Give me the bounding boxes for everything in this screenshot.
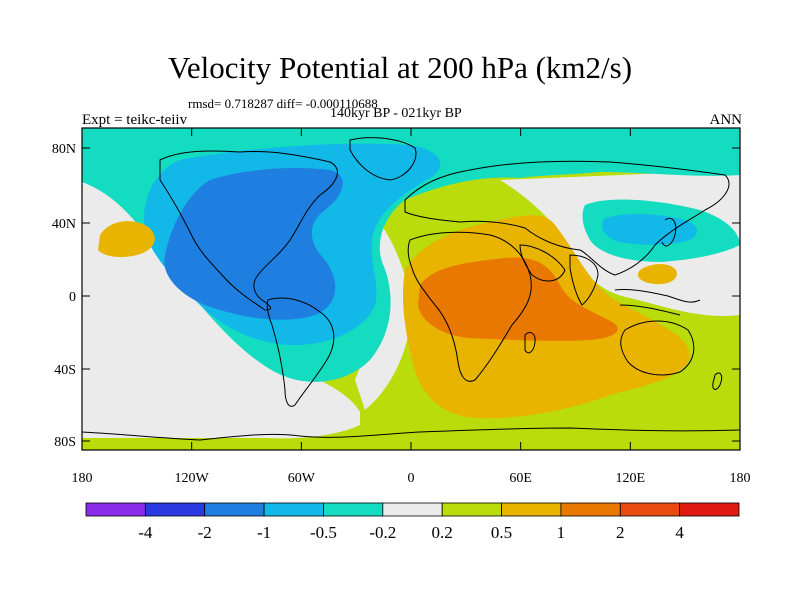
lat-tick-label: 0 xyxy=(69,290,76,305)
colorbar-label: 0.2 xyxy=(432,523,453,542)
colorbar-label: 1 xyxy=(557,523,566,542)
period-text: 140kyr BP - 021kyr BP xyxy=(330,106,462,121)
colorbar-segment xyxy=(679,502,740,517)
colorbar-segment xyxy=(263,502,324,517)
contour-fields xyxy=(82,128,740,450)
colorbar-label: 4 xyxy=(675,523,684,542)
coastline-africa xyxy=(407,231,532,382)
coastlines xyxy=(82,137,740,441)
latitude-axis: 80N 40N 0 40S 80S xyxy=(52,142,740,450)
coastline-indonesia xyxy=(614,289,701,316)
colorbar-label: -0.2 xyxy=(369,523,396,542)
colorbar-label: -4 xyxy=(138,523,153,542)
coastline-greenland xyxy=(349,137,417,181)
lon-tick-label: 120W xyxy=(175,471,210,486)
coastline-new-zealand xyxy=(712,372,723,390)
colorbar-segment xyxy=(560,502,621,517)
colorbar-label: -0.5 xyxy=(310,523,337,542)
coastline-madagascar xyxy=(524,332,536,354)
lon-tick-label: 120E xyxy=(616,471,646,486)
colorbar-segment xyxy=(501,502,562,517)
stats-text: rmsd= 0.718287 diff= -0.000110688 xyxy=(188,96,378,111)
coastline-japan xyxy=(661,217,677,247)
lon-tick-label: 180 xyxy=(730,471,751,486)
colorbar-label: 2 xyxy=(616,523,625,542)
lon-tick-label: 180 xyxy=(72,471,93,486)
coastline-north-america xyxy=(159,150,338,311)
contour-neg-0-5-east xyxy=(602,214,697,245)
colorbar-segment xyxy=(204,502,265,517)
colorbar: -4 -2 -1 -0.5 -0.2 0.2 0.5 1 2 4 xyxy=(85,502,740,542)
experiment-label: Expt = teikc-teiiv xyxy=(82,112,188,128)
longitude-axis: 180 120W 60W 0 60E 120E 180 xyxy=(72,128,751,486)
coastline-antarctica xyxy=(82,427,740,441)
colorbar-label: -1 xyxy=(257,523,271,542)
colorbar-segment xyxy=(144,502,206,517)
coastline-south-america xyxy=(266,297,335,407)
lon-tick-label: 60E xyxy=(509,471,532,486)
lat-tick-label: 40S xyxy=(54,363,76,378)
colorbar-label: 0.5 xyxy=(491,523,512,542)
contour-pos-0-5-pacific xyxy=(98,221,155,258)
lon-tick-label: 60W xyxy=(288,471,316,486)
colorbar-segment xyxy=(441,502,502,517)
colorbar-segment xyxy=(323,502,384,517)
colorbar-segment xyxy=(85,502,146,517)
lat-tick-label: 80S xyxy=(54,435,76,450)
colorbar-segment xyxy=(619,502,681,517)
contour-pos-0-5-tropic xyxy=(637,264,677,285)
coastline-australia xyxy=(620,320,695,376)
colorbar-segment xyxy=(382,502,443,517)
coastline-eurasia xyxy=(404,160,730,276)
contour-pos-1 xyxy=(418,257,618,341)
lat-tick-label: 80N xyxy=(52,142,76,157)
coastline-arabia xyxy=(519,244,566,282)
coastline-india xyxy=(569,254,599,306)
contour-neg-1 xyxy=(164,168,343,320)
colorbar-label: -2 xyxy=(198,523,212,542)
map-title: Velocity Potential at 200 hPa (km2/s) xyxy=(167,50,633,85)
season-label: ANN xyxy=(709,112,743,128)
lat-tick-label: 40N xyxy=(52,217,76,232)
lon-tick-label: 0 xyxy=(408,471,415,486)
